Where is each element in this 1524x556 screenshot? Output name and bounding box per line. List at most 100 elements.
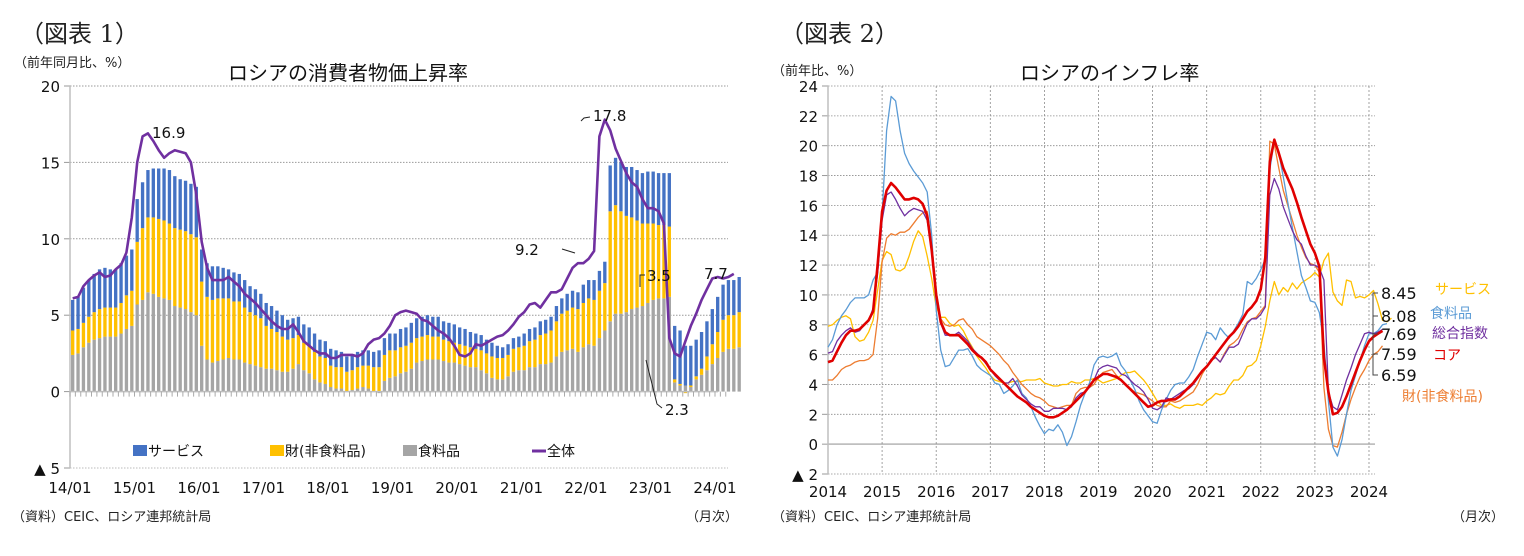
bar-services [710, 309, 714, 345]
bar-goods [167, 223, 172, 300]
y-tick-label: 14 [799, 227, 818, 245]
bar-food [269, 368, 274, 392]
bar-services [533, 327, 537, 340]
bar-food [97, 338, 102, 392]
bar-food [264, 368, 268, 392]
bar-goods [382, 354, 387, 381]
bar-food [183, 309, 188, 392]
bar-food [377, 391, 381, 394]
bar-services [576, 292, 580, 310]
bar-services [613, 157, 618, 206]
bar-food [603, 330, 607, 392]
bar-food [522, 370, 526, 392]
end-value-label: 7.59 [1381, 345, 1417, 364]
bar-food [420, 361, 424, 392]
bar-goods [248, 312, 252, 365]
bar-goods [619, 211, 623, 314]
bar-services [694, 339, 698, 377]
bar-food [302, 370, 306, 392]
bar-goods [259, 318, 263, 368]
x-tick-label: 2023 [1296, 483, 1334, 501]
figure2-title: ロシアのインフレ率 [1020, 61, 1200, 85]
bar-food [409, 368, 413, 392]
bar-food [624, 312, 628, 392]
bar-services [415, 318, 419, 339]
x-tick-label: 2020 [1134, 483, 1172, 501]
bar-food [146, 292, 150, 392]
bar-food [200, 345, 204, 392]
bar-food [479, 370, 483, 392]
bar-goods [135, 241, 139, 305]
bar-goods [345, 371, 349, 392]
bar-services [92, 273, 96, 313]
bar-services [517, 336, 521, 348]
bar-goods [296, 335, 301, 365]
annotation-latest: 7.7 [704, 265, 728, 283]
bar-services [291, 318, 295, 339]
bar-goods [205, 296, 209, 360]
annotation-peak-2015: 16.9 [152, 124, 185, 142]
bar-services [441, 321, 446, 340]
bar-goods [549, 330, 553, 363]
bar-food [452, 362, 456, 392]
bar-services [210, 266, 215, 300]
bar-food [248, 364, 252, 392]
bar-food [140, 299, 145, 392]
bar-goods [683, 391, 688, 394]
bar-services [296, 316, 301, 336]
bar-goods [97, 309, 102, 339]
bar-services [81, 287, 86, 323]
line-series-3 [827, 138, 1384, 419]
series-label: サービス [1435, 282, 1491, 298]
bar-goods [495, 357, 499, 380]
bar-goods [361, 365, 365, 388]
bar-goods [103, 307, 107, 337]
bar-food [581, 347, 585, 392]
bar-services [71, 299, 75, 331]
bar-food [135, 304, 139, 392]
figure1-source: （資料）CEIC、ロシア連邦統計局 [12, 510, 212, 525]
bar-food [237, 359, 241, 392]
bar-goods [431, 336, 435, 360]
x-tick-label: 2017 [971, 483, 1009, 501]
bar-food [151, 293, 155, 392]
end-value-label: 8.08 [1381, 307, 1417, 326]
bar-goods [613, 205, 618, 314]
bar-food [221, 359, 225, 392]
bar-food [167, 299, 172, 392]
bar-services [522, 333, 526, 346]
bar-goods [624, 215, 628, 313]
bar-services [323, 341, 327, 358]
bar-services [560, 298, 564, 314]
bar-services [221, 267, 225, 299]
bar-food [130, 325, 134, 392]
bar-goods [587, 298, 591, 345]
bar-goods [468, 347, 473, 368]
bar-goods [71, 330, 75, 355]
bar-services [178, 179, 182, 230]
bar-food [635, 307, 639, 392]
bar-food [549, 362, 553, 392]
x-tick-label: 2018 [1025, 483, 1063, 501]
bar-goods [716, 332, 720, 358]
bar-goods [554, 321, 559, 357]
bar-food [286, 371, 290, 392]
bar-goods [420, 336, 424, 362]
bar-goods [114, 307, 118, 337]
bar-food [726, 348, 731, 392]
bar-goods [640, 223, 645, 307]
bar-goods [608, 211, 612, 322]
bar-goods [490, 356, 494, 378]
value-bracket [1372, 292, 1378, 376]
bar-services [312, 333, 317, 352]
bar-services [173, 176, 177, 229]
bar-goods [603, 283, 607, 331]
bar-goods [318, 356, 322, 383]
bar-services [146, 170, 150, 218]
bar-food [210, 362, 215, 392]
end-value-label: 7.69 [1381, 325, 1417, 344]
bar-services [140, 182, 145, 229]
annotation-2023-04: 2.3 [665, 401, 689, 419]
line-series-2 [827, 177, 1383, 412]
bar-food [173, 306, 177, 392]
